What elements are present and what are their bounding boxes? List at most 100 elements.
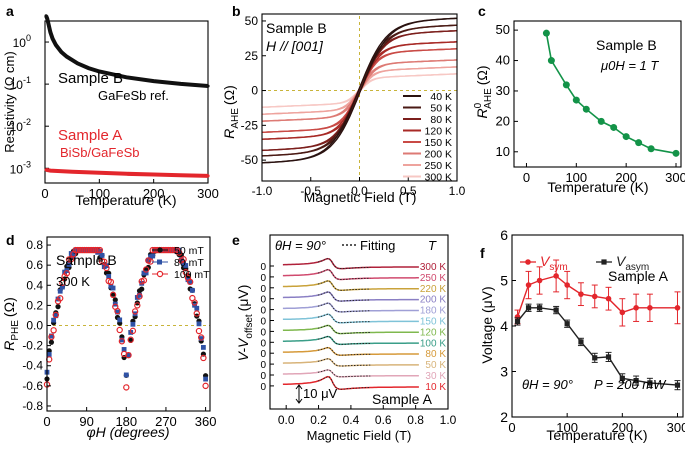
- data-point-c: [647, 145, 655, 153]
- panel-letter-a: a: [6, 3, 14, 19]
- data-point-80mt: [53, 313, 59, 319]
- data-point-c: [610, 123, 618, 131]
- sweep-curve-e: [282, 346, 419, 356]
- data-point-80mt: [200, 345, 206, 350]
- y-tick-label-d: 0.0: [26, 319, 43, 333]
- legend-label-d: 100 mT: [174, 269, 210, 281]
- data-point-80mt: [66, 262, 72, 267]
- hysteresis-loop-40k: [261, 17, 458, 164]
- data-point-100mt: [72, 246, 79, 254]
- y-tick-label-e: 0: [260, 338, 266, 349]
- fit-curve-e: [317, 369, 371, 378]
- panel-letter-b: b: [232, 3, 241, 19]
- panel-letter-c: c: [478, 3, 486, 19]
- x-axis-label-b: Magnetic Field (T): [304, 189, 417, 205]
- data-point-100mt: [134, 302, 141, 309]
- y-tick-label-c: 50: [496, 22, 510, 37]
- data-point-100mt: [140, 277, 148, 284]
- y-axis-unit-d: (Ω): [1, 297, 17, 317]
- fit-curve-e: [317, 291, 371, 302]
- legend-label-f: Vsym: [540, 253, 568, 273]
- data-point-100mt: [103, 264, 110, 272]
- sweep-curve-e: [282, 302, 419, 313]
- data-point-a: [45, 17, 49, 21]
- data-point-a: [47, 26, 51, 30]
- temperature-label-e: 300 K: [420, 262, 446, 273]
- x-tick-label-e: 0.8: [407, 413, 424, 427]
- data-point-80mt: [119, 337, 125, 343]
- y-tick-label-f: 3: [500, 364, 508, 380]
- data-point-80mt: [203, 376, 208, 382]
- data-point-100mt: [85, 246, 93, 254]
- legend-sub-f: sym: [549, 262, 567, 273]
- data-point-80mt: [71, 253, 76, 259]
- data-point-80mt: [139, 280, 145, 286]
- data-point-sym: [633, 305, 639, 311]
- fit-curve-e: [317, 336, 371, 345]
- x-tick-label-b: 1.0: [449, 184, 466, 198]
- data-point-asym: [619, 375, 625, 381]
- data-point-100mt: [101, 258, 108, 266]
- data-point-a: [54, 43, 58, 47]
- data-point-asym: [578, 339, 584, 345]
- y-tick-label-f: 6: [500, 227, 508, 243]
- subtitle-d: 300 K: [56, 274, 90, 289]
- data-point-c: [547, 57, 555, 65]
- data-point-asym: [592, 355, 598, 361]
- data-point-a: [124, 172, 129, 176]
- data-point-100mt: [169, 246, 176, 254]
- x-tick-label-c: 200: [615, 170, 637, 185]
- y-tick-label-c: 10: [496, 144, 510, 159]
- data-point-100mt: [200, 354, 207, 362]
- data-point-c: [542, 29, 550, 37]
- data-point-sym: [553, 273, 559, 279]
- data-point-50mt: [55, 304, 61, 310]
- data-point-a: [206, 84, 210, 88]
- x-tick-label-a: 100: [88, 186, 110, 201]
- data-point-100mt: [131, 308, 139, 315]
- data-point-80mt: [196, 321, 202, 327]
- y-tick-label-d: -0.4: [22, 359, 43, 373]
- y-tick-label-d: -0.6: [22, 379, 43, 393]
- sweep-curve-e: [282, 335, 419, 346]
- data-point-sym: [564, 282, 570, 288]
- data-point-100mt: [48, 333, 55, 341]
- scale-label-e: 10 μV: [303, 386, 338, 401]
- data-point-a: [152, 79, 156, 83]
- data-point-a: [124, 75, 129, 79]
- data-point-100mt: [94, 246, 101, 254]
- x-axis-label-c: Temperature (K): [547, 179, 648, 195]
- data-point-sym: [619, 309, 626, 316]
- data-point-50mt: [139, 286, 145, 292]
- y-axis-sub-b: AHE: [230, 108, 241, 129]
- y-tick-label-e: 0: [260, 382, 266, 393]
- svg-text:RPHE(Ω): RPHE (Ω): [1, 297, 21, 350]
- data-point-100mt: [114, 307, 121, 315]
- legend-label-b: 80 K: [430, 114, 452, 126]
- plot-frame-e: [269, 234, 449, 410]
- data-point-a: [179, 82, 183, 86]
- panel-letter-d: d: [6, 232, 15, 248]
- y-tick-label-f: 2: [500, 409, 508, 425]
- x-tick-label-a: 0: [41, 186, 48, 201]
- y-tick-label-e: 0: [260, 360, 266, 371]
- data-point-80mt: [150, 253, 156, 259]
- data-point-80mt: [57, 288, 63, 294]
- data-point-80mt: [123, 372, 129, 378]
- data-point-a: [70, 170, 74, 174]
- data-point-100mt: [52, 311, 60, 319]
- data-point-80mt: [106, 273, 112, 279]
- x-tick-label-b: 0.0: [351, 184, 368, 198]
- plot-frame-c: [513, 20, 682, 168]
- y-tick-label-d: 0.4: [26, 278, 43, 292]
- data-point-80mt: [46, 352, 52, 357]
- data-point-80mt: [117, 317, 123, 323]
- data-point-80mt: [121, 347, 127, 352]
- y-tick-label-b: -50: [241, 153, 259, 167]
- y-tick-label-e: 0: [260, 273, 266, 284]
- data-point-80mt: [194, 305, 200, 311]
- data-point-80mt: [130, 321, 136, 327]
- svg-text:V-Voffset(μV): V-Voffset (μV): [235, 285, 255, 362]
- y-tick-exponent-a: 0: [26, 33, 31, 43]
- legend-label-b: 120 K: [425, 126, 452, 138]
